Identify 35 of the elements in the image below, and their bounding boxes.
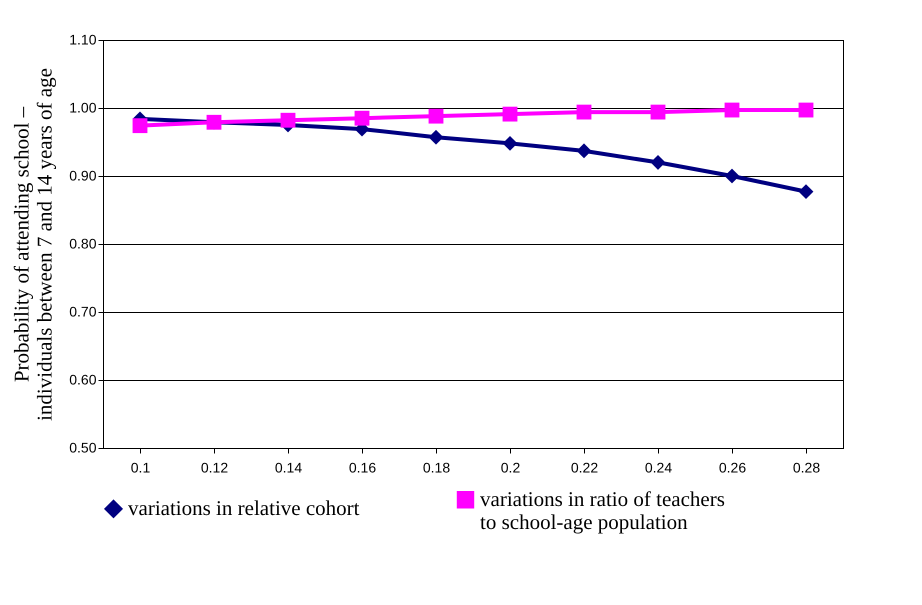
point: [576, 104, 592, 120]
legend-label: variations in ratio of teachers to school-age population: [480, 486, 725, 534]
y-tick-label: 0.80: [69, 236, 97, 252]
point: [798, 184, 814, 200]
point: [502, 136, 518, 151]
x-tick-label: 0.24: [644, 460, 672, 476]
point: [132, 118, 148, 134]
y-tick-label: 1.00: [69, 100, 97, 116]
point: [650, 154, 666, 170]
y-tick-label: 1.10: [69, 32, 97, 48]
point: [354, 110, 370, 126]
point: [724, 168, 740, 184]
x-tick-label: 0.26: [718, 460, 746, 476]
point: [502, 106, 518, 122]
x-tick-label: 0.18: [422, 460, 450, 476]
x-tick-label: 0.2: [500, 460, 520, 476]
x-tick-label: 0.16: [348, 460, 376, 476]
point: [650, 104, 666, 120]
point: [428, 130, 444, 145]
point: [798, 102, 814, 118]
legend-label: variations in relative cohort: [128, 496, 360, 520]
x-tick-label: 0.1: [130, 460, 150, 476]
x-tick-label: 0.28: [792, 460, 820, 476]
point: [724, 102, 740, 118]
point: [280, 112, 296, 128]
x-tick-label: 0.22: [570, 460, 598, 476]
point: [428, 108, 444, 124]
x-tick-label: 0.12: [200, 460, 228, 476]
y-tick-label: 0.90: [69, 168, 97, 184]
y-axis-title: Probability of attending school – individuals between 7 and 14 years of age: [9, 68, 56, 421]
y-tick-label: 0.60: [69, 372, 97, 388]
point: [576, 143, 592, 158]
x-tick-label: 0.14: [274, 460, 302, 476]
y-tick-label: 0.70: [69, 304, 97, 320]
y-tick-label: 0.50: [69, 440, 97, 456]
